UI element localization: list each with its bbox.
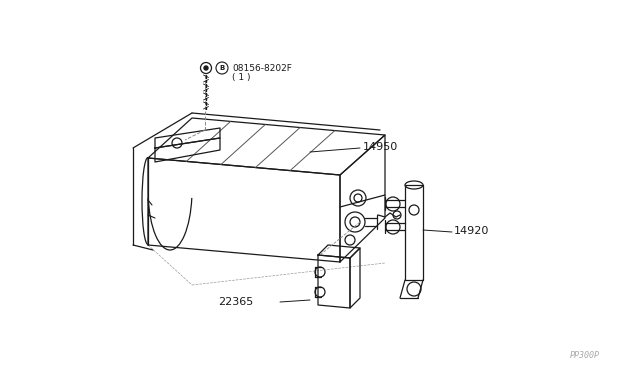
Circle shape (204, 66, 208, 70)
Text: 08156-8202F: 08156-8202F (232, 64, 292, 73)
Text: 22365: 22365 (218, 297, 253, 307)
Text: 14920: 14920 (454, 226, 490, 236)
Text: PP300P: PP300P (570, 351, 600, 360)
Text: 14950: 14950 (363, 142, 398, 152)
Text: B: B (220, 65, 225, 71)
Text: ( 1 ): ( 1 ) (232, 73, 250, 82)
